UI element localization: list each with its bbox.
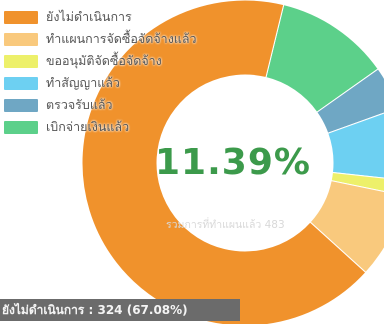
center-subtitle: รวมการที่ทำแผนแล้ว 483 xyxy=(166,219,285,231)
legend-label: ตรวจรับแล้ว xyxy=(46,97,113,112)
center-percentage: 11.39% xyxy=(155,142,311,183)
legend-swatch xyxy=(4,76,38,90)
legend-label: ยังไม่ดำเนินการ xyxy=(46,9,132,24)
legend-swatch xyxy=(4,32,38,46)
legend-label: ทำแผนการจัดซื้อจัดจ้างแล้ว xyxy=(46,31,197,46)
legend-swatch xyxy=(4,98,38,112)
legend-item-disbursed[interactable]: เบิกจ่ายเงินแล้ว xyxy=(0,118,197,136)
legend-swatch xyxy=(4,120,38,134)
legend-item-planned[interactable]: ทำแผนการจัดซื้อจัดจ้างแล้ว xyxy=(0,30,197,48)
legend-item-approval-requested[interactable]: ขออนุมัติจัดซื้อจัดจ้าง xyxy=(0,52,197,70)
legend-swatch xyxy=(4,10,38,24)
legend-item-inspected[interactable]: ตรวจรับแล้ว xyxy=(0,96,197,114)
legend-swatch xyxy=(4,54,38,68)
chart-legend: ยังไม่ดำเนินการ ทำแผนการจัดซื้อจัดจ้างแล… xyxy=(0,8,197,136)
legend-label: ทำสัญญาแล้ว xyxy=(46,75,120,90)
legend-item-contracted[interactable]: ทำสัญญาแล้ว xyxy=(0,74,197,92)
slice-tooltip: ยังไม่ดำเนินการ : 324 (67.08%) xyxy=(0,299,240,321)
legend-item-not-started[interactable]: ยังไม่ดำเนินการ xyxy=(0,8,197,26)
legend-label: ขออนุมัติจัดซื้อจัดจ้าง xyxy=(46,53,162,68)
legend-label: เบิกจ่ายเงินแล้ว xyxy=(46,119,130,134)
